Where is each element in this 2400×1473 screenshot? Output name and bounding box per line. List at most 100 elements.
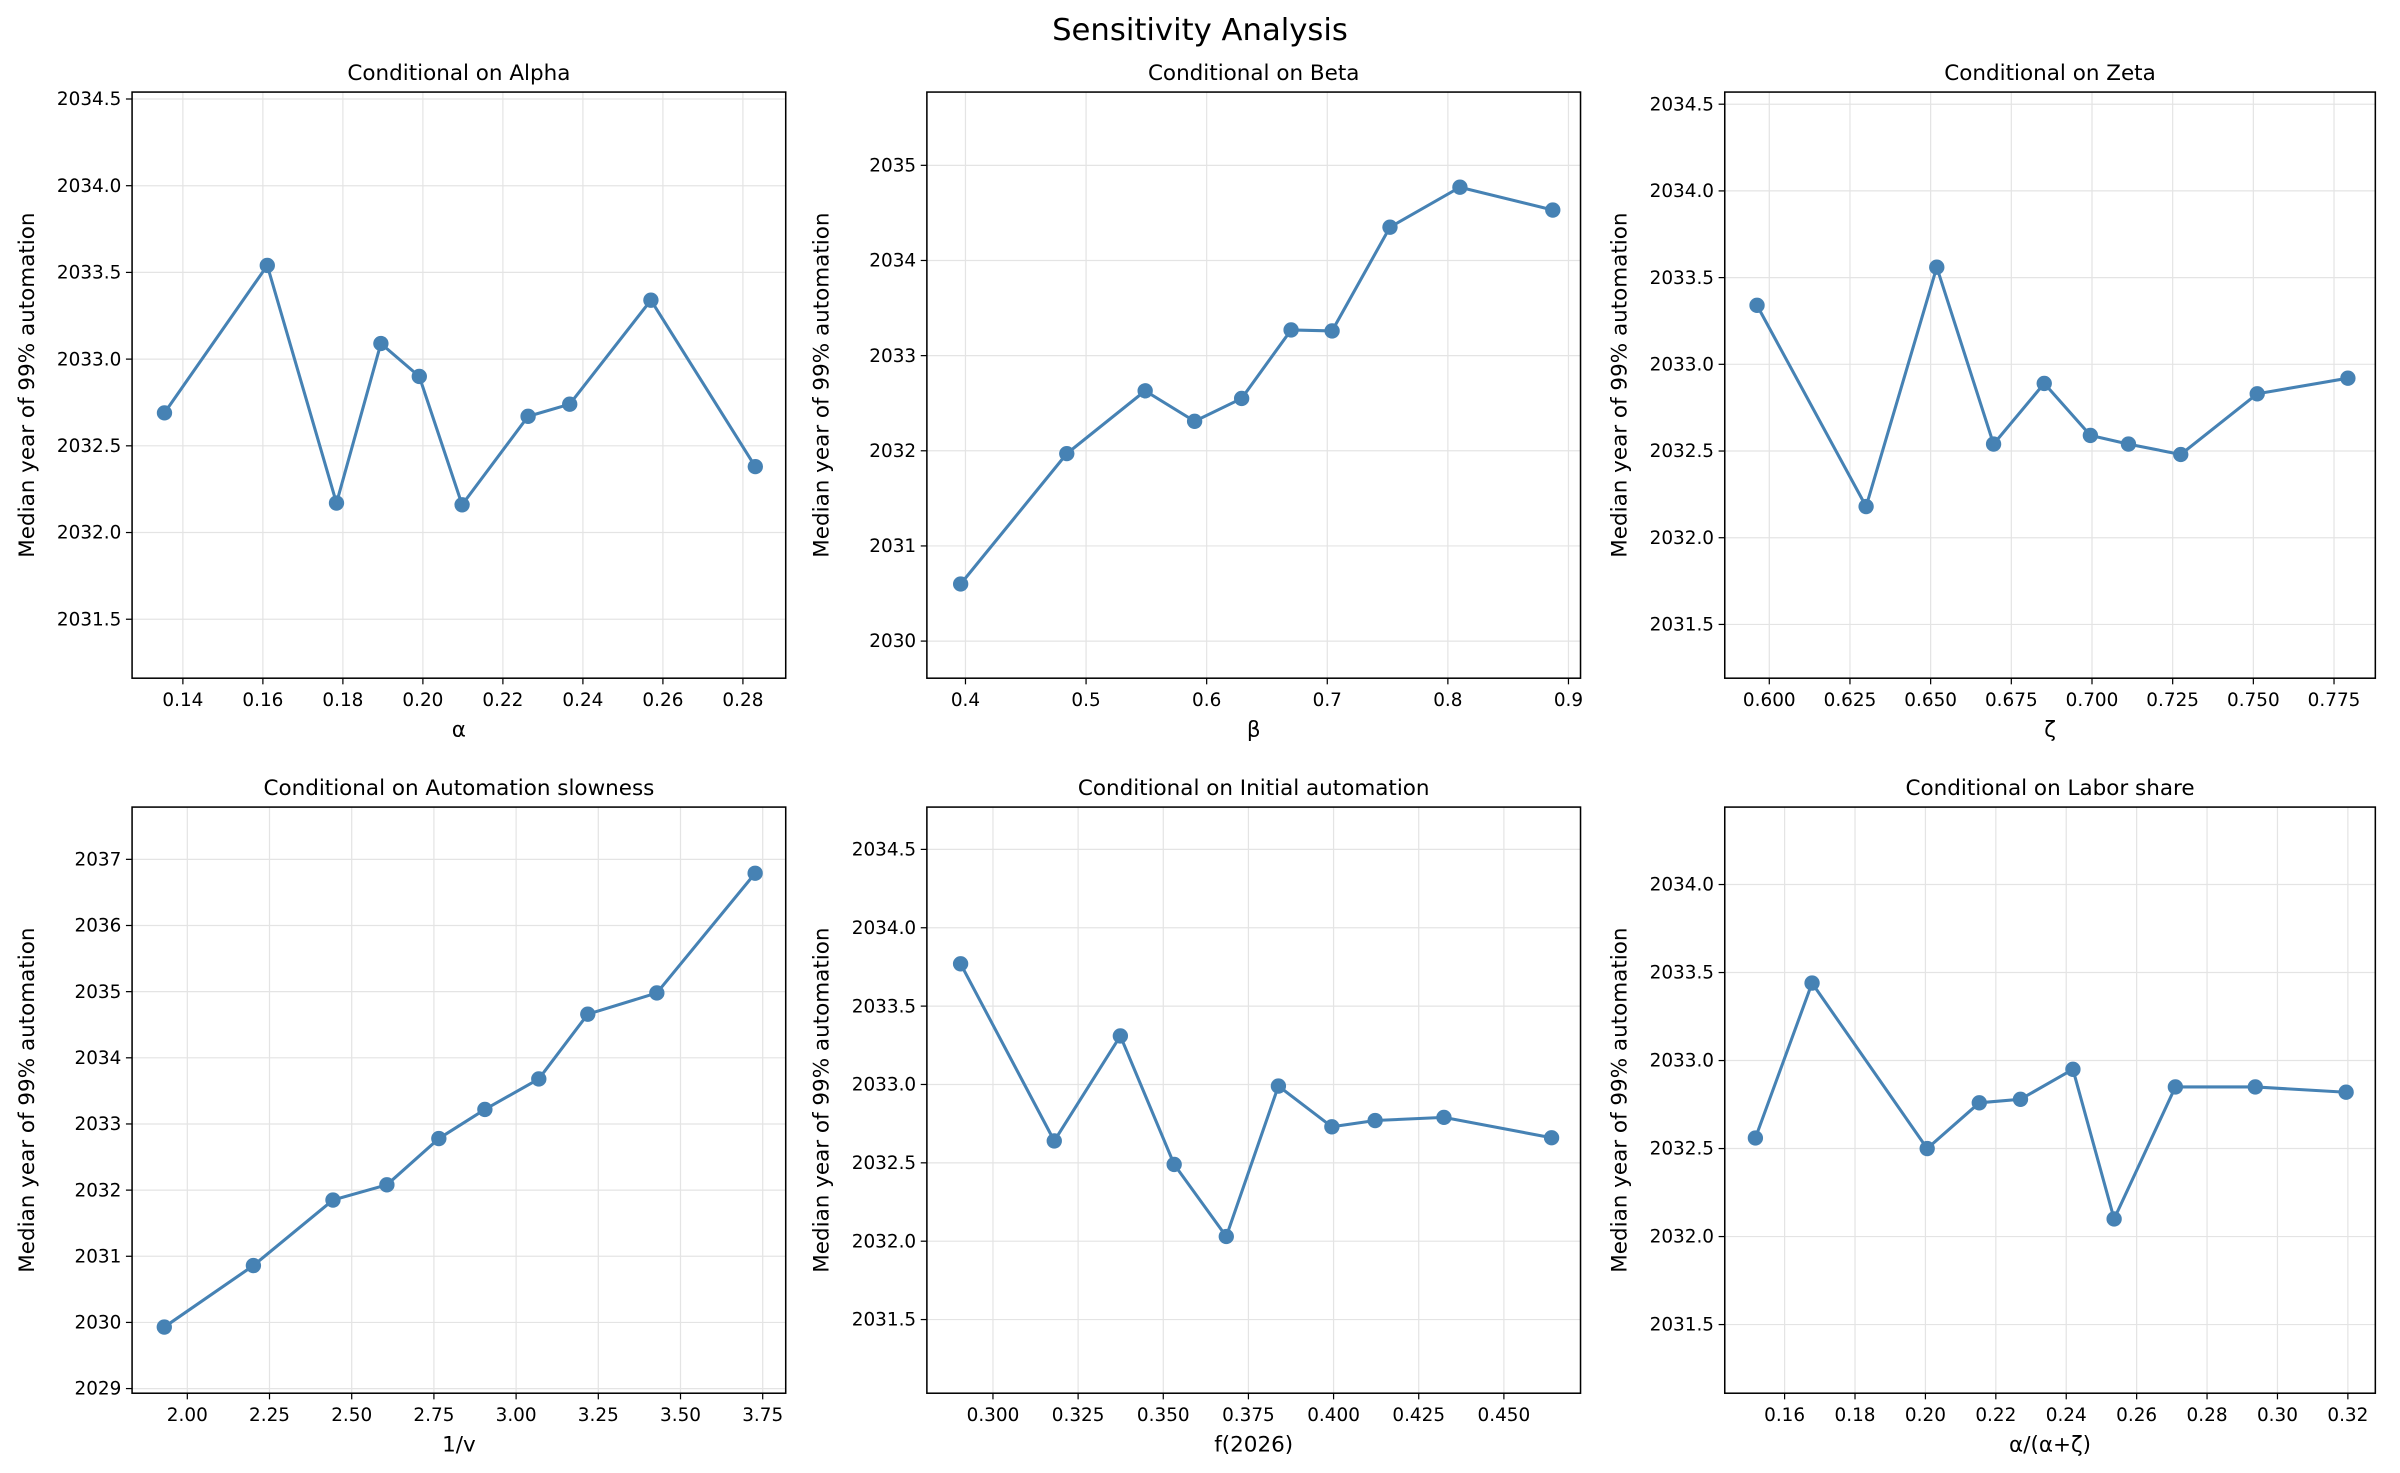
y-tick-label: 2033.0 (57, 349, 121, 370)
x-tick-label: 0.425 (1392, 1405, 1445, 1426)
data-point (1270, 1078, 1287, 1094)
y-tick-label: 2036 (74, 916, 121, 937)
data-point (2106, 1211, 2122, 1227)
x-axis-label: β (1247, 718, 1261, 743)
y-tick-label: 2031.5 (57, 609, 121, 630)
data-point (259, 257, 275, 274)
y-tick-label: 2031.5 (1650, 1315, 1714, 1336)
x-tick-label: 0.625 (1824, 690, 1877, 711)
x-tick-label: 0.350 (1137, 1405, 1190, 1426)
data-point (1747, 1130, 1764, 1146)
y-tick-label: 2034.0 (1650, 181, 1714, 202)
x-tick-label: 0.5 (1071, 690, 1100, 711)
data-point (2338, 1084, 2354, 1100)
data-point (2036, 375, 2052, 392)
y-tick-label: 2032.5 (1650, 441, 1714, 462)
data-point (562, 396, 578, 412)
x-tick-label: 2.75 (413, 1405, 454, 1426)
data-point (1971, 1095, 1987, 1111)
subplot-title: Conditional on Alpha (347, 61, 570, 86)
data-point (1166, 1156, 1182, 1173)
y-tick-label: 2033.0 (852, 1075, 916, 1096)
data-point (1382, 219, 1398, 235)
data-point (952, 576, 969, 592)
y-axis-label: Median year of 99% automation (1608, 213, 1633, 558)
y-tick-label: 2034 (74, 1048, 121, 1069)
data-line (959, 185, 1554, 585)
y-tick-label: 2031 (869, 536, 916, 557)
y-axis-label: Median year of 99% automation (15, 213, 40, 558)
y-tick-label: 2030 (74, 1313, 121, 1334)
x-tick-label: 0.28 (722, 690, 763, 711)
axes-frame (1723, 806, 2377, 1394)
x-tick-label: 0.700 (2066, 690, 2119, 711)
data-point (1046, 1133, 1062, 1149)
x-tick-label: 0.325 (1052, 1405, 1105, 1426)
x-tick-label: 0.14 (162, 690, 203, 711)
data-line (959, 963, 1552, 1240)
data-point (520, 408, 536, 425)
axes-frame (926, 91, 1582, 679)
data-point (747, 865, 763, 881)
data-point (1436, 1109, 1452, 1126)
data-point (1186, 413, 1203, 429)
data-line (1755, 261, 2349, 511)
data-point (1367, 1112, 1383, 1129)
data-point (379, 1177, 395, 1193)
axes-frame (1723, 91, 2377, 679)
x-tick-label: 0.16 (1764, 1405, 1805, 1426)
y-tick-label: 2031 (74, 1246, 121, 1267)
data-point (2082, 427, 2099, 444)
x-tick-label: 0.600 (1743, 690, 1796, 711)
y-tick-label: 2034.5 (852, 840, 916, 861)
x-tick-label: 3.25 (578, 1405, 619, 1426)
data-point (1218, 1228, 1234, 1245)
x-tick-label: 0.750 (2227, 690, 2280, 711)
data-point (245, 1257, 262, 1274)
data-point (454, 497, 470, 513)
y-tick-label: 2030 (869, 631, 916, 652)
x-tick-label: 0.22 (1975, 1405, 2016, 1426)
data-point (1858, 498, 1874, 515)
data-point (431, 1130, 447, 1147)
x-axis-label: ζ (2044, 718, 2056, 743)
x-tick-label: 0.18 (322, 690, 363, 711)
data-point (2065, 1061, 2081, 1078)
data-point (156, 405, 173, 421)
data-point (2173, 446, 2189, 463)
x-tick-label: 0.300 (967, 1405, 1020, 1426)
x-tick-label: 0.32 (2327, 1405, 2368, 1426)
x-axis-label: α/(α+ζ) (2009, 1433, 2091, 1458)
data-point (1543, 1130, 1560, 1146)
y-tick-label: 2035 (869, 155, 916, 176)
data-point (1749, 297, 1765, 314)
data-point (1324, 1119, 1340, 1135)
data-point (411, 368, 427, 385)
x-tick-label: 0.26 (642, 690, 683, 711)
subplot-title: Conditional on Initial automation (1078, 776, 1430, 801)
data-point (477, 1101, 493, 1118)
x-tick-label: 2.25 (249, 1405, 290, 1426)
data-point (2247, 1079, 2263, 1095)
data-point (2249, 386, 2265, 402)
x-tick-label: 0.675 (1985, 690, 2038, 711)
data-point (1985, 436, 2002, 452)
x-tick-label: 0.22 (482, 690, 523, 711)
data-point (1804, 975, 1820, 991)
y-tick-label: 2032.5 (1650, 1139, 1714, 1160)
y-tick-label: 2032 (869, 441, 916, 462)
x-tick-label: 2.00 (167, 1405, 208, 1426)
x-tick-label: 3.75 (742, 1405, 783, 1426)
x-tick-label: 0.4 (951, 690, 980, 711)
y-tick-label: 2034.5 (57, 89, 121, 110)
y-tick-label: 2033.0 (1650, 1051, 1714, 1072)
x-tick-label: 0.20 (402, 690, 443, 711)
y-axis-label: Median year of 99% automation (810, 213, 835, 558)
y-tick-label: 2032.5 (57, 436, 121, 457)
data-point (1233, 390, 1250, 407)
data-point (643, 292, 659, 308)
x-tick-label: 0.28 (2187, 1405, 2228, 1426)
data-point (1112, 1028, 1129, 1044)
